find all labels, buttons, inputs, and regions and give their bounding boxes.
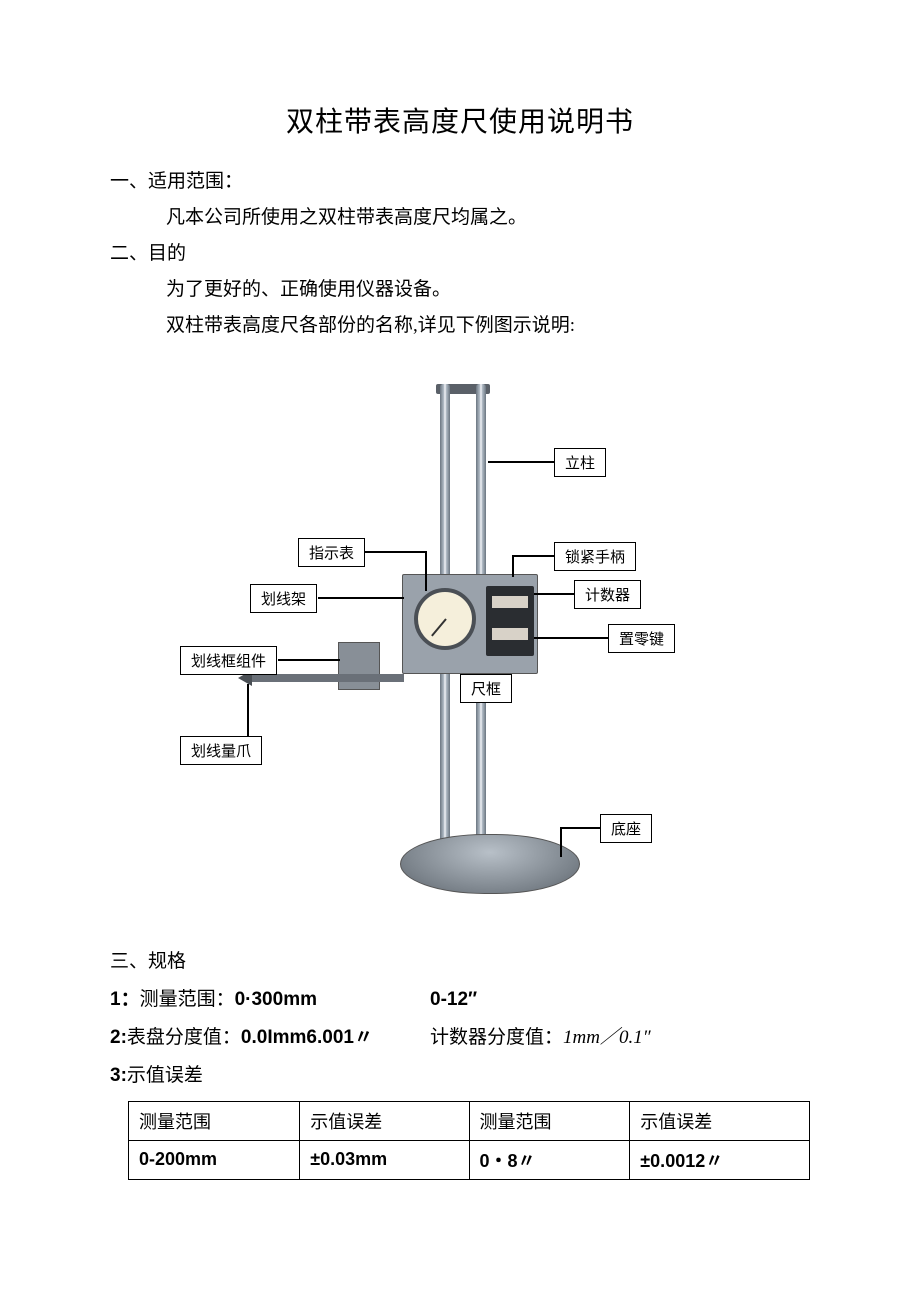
- spec1-val2: 0-12″: [430, 989, 477, 1010]
- th-range2: 测量范围: [469, 1101, 630, 1140]
- label-scriber-jaw: 划线量爪: [180, 736, 262, 765]
- td-error2: ±0.0012〃: [630, 1140, 810, 1179]
- label-ruler-frame: 尺框: [460, 674, 512, 703]
- section2-header: 二、目的: [110, 236, 810, 272]
- document-title: 双柱带表高度尺使用说明书: [110, 100, 810, 140]
- spec-line-3: 3:示值误差: [110, 1057, 810, 1095]
- spec2-right-val: 1mm／0.1″: [563, 1027, 651, 1048]
- label-base: 底座: [600, 814, 652, 843]
- gauge-diagram: 立柱 锁紧手柄 计数器 置零键 底座 指示表 划线架 划线框组件 尺框 划线量爪: [180, 374, 740, 934]
- spec-line-2: 2:表盘分度值：0.0Imm6.001〃 计数器分度值：1mm／0.1″: [110, 1019, 810, 1057]
- spec2-right-label: 计数器分度值：: [430, 1027, 563, 1048]
- section2-body1: 为了更好的、正确使用仪器设备。: [110, 272, 810, 308]
- label-column: 立柱: [554, 448, 606, 477]
- table-row: 0-200mm ±0.03mm 0・8〃 ±0.0012〃: [129, 1140, 810, 1179]
- spec1-text: 测量范围：: [140, 989, 235, 1010]
- section1-header: 一、适用范围：: [110, 164, 810, 200]
- label-scriber-frame: 划线架: [250, 584, 317, 613]
- label-scriber-assembly: 划线框组件: [180, 646, 277, 675]
- spec2-num: 2:: [110, 1027, 127, 1048]
- spec3-text: 示值误差: [127, 1065, 203, 1086]
- section3-header: 三、规格: [110, 944, 810, 980]
- spec1-num: 1：: [110, 989, 140, 1010]
- spec-line-1: 1：测量范围：0·300mm 0-12″: [110, 981, 810, 1019]
- spec3-num: 3:: [110, 1065, 127, 1086]
- td-error1: ±0.03mm: [300, 1140, 469, 1179]
- spec1-val: 0·300mm: [235, 989, 317, 1010]
- table-header-row: 测量范围 示值误差 测量范围 示值误差: [129, 1101, 810, 1140]
- td-range2: 0・8〃: [469, 1140, 630, 1179]
- label-zero-key: 置零键: [608, 624, 675, 653]
- th-range1: 测量范围: [129, 1101, 300, 1140]
- th-error1: 示值误差: [300, 1101, 469, 1140]
- th-error2: 示值误差: [630, 1101, 810, 1140]
- spec2-val: 0.0Imm6.001〃: [241, 1027, 373, 1048]
- label-indicator: 指示表: [298, 538, 365, 567]
- spec2-text: 表盘分度值：: [127, 1027, 241, 1048]
- section1-body: 凡本公司所使用之双柱带表高度尺均属之。: [110, 200, 810, 236]
- label-counter: 计数器: [574, 580, 641, 609]
- section2-body2: 双柱带表高度尺各部份的名称,详见下例图示说明:: [110, 308, 810, 344]
- error-table: 测量范围 示值误差 测量范围 示值误差 0-200mm ±0.03mm 0・8〃…: [128, 1101, 810, 1180]
- td-range1: 0-200mm: [129, 1140, 300, 1179]
- label-lock-handle: 锁紧手柄: [554, 542, 636, 571]
